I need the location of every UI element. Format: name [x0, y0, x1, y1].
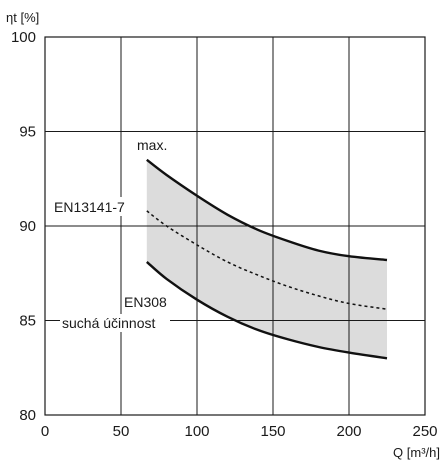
y-tick-label: 90	[19, 218, 36, 235]
en308-line	[146, 260, 388, 360]
en13141-line	[146, 210, 388, 310]
en308-annotation-2: suchá účinnost	[62, 315, 156, 331]
y-axis-label: ηt [%]	[6, 10, 39, 25]
en13141-annotation-bg	[51, 197, 137, 216]
annotation-layer: ηt [%] Q [m³/h] max. EN13141-7 EN308 suchá úč…	[6, 10, 440, 460]
x-tick-label: 250	[412, 423, 437, 440]
max-line	[146, 158, 388, 262]
en308-annotation: EN308	[124, 294, 167, 310]
x-tick-label: 0	[41, 423, 49, 440]
x-axis-label: Q [m³/h]	[393, 445, 440, 460]
series-layer	[146, 158, 388, 360]
x-tick-label: 100	[184, 423, 209, 440]
en13141-annotation: EN13141-7	[54, 199, 125, 215]
y-tick-label: 100	[11, 29, 36, 46]
y-tick-label: 80	[19, 407, 36, 424]
max-annotation: max.	[137, 137, 167, 153]
en308-annotation-bg	[60, 314, 170, 332]
grid-layer	[44, 36, 426, 416]
plot-frame	[44, 36, 426, 416]
x-tick-label: 150	[260, 423, 285, 440]
x-tick-label: 200	[336, 423, 361, 440]
efficiency-band	[146, 159, 387, 359]
y-tick-label: 85	[19, 313, 36, 330]
tick-label-layer: 0 50 100 150 200 250 80 85 90 95 100	[11, 29, 438, 440]
efficiency-band-layer	[146, 159, 387, 359]
x-tick-label: 50	[113, 423, 130, 440]
y-tick-label: 95	[19, 124, 36, 141]
